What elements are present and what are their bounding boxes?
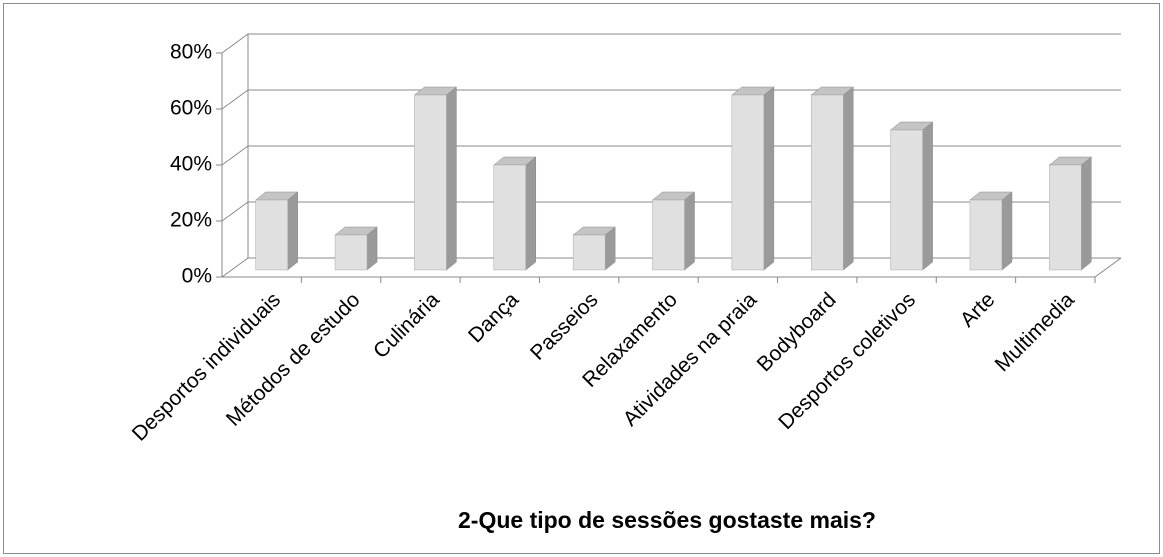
bar-side <box>446 86 457 271</box>
bar-group <box>651 191 696 271</box>
bar <box>414 94 447 271</box>
bar <box>572 234 606 271</box>
chart-title: 2-Que tipo de sessões gostaste mais? <box>458 507 876 533</box>
y-tick-label: 20% <box>170 209 212 232</box>
bar-group <box>810 86 854 271</box>
bar <box>890 129 923 271</box>
y-tick-label: 0% <box>182 265 212 288</box>
bar-group <box>1048 156 1093 271</box>
bar-side <box>842 86 854 271</box>
chart-border <box>3 3 1160 554</box>
bar-group <box>731 86 775 271</box>
bar-group <box>572 226 616 271</box>
bar-group <box>969 191 1013 271</box>
bar <box>652 199 685 271</box>
bar-group <box>493 156 537 271</box>
y-tick-label: 80% <box>170 41 212 64</box>
bar <box>1049 164 1082 271</box>
bar-group <box>254 191 299 271</box>
bar-group <box>889 121 934 271</box>
bar-group <box>334 226 378 271</box>
y-tick-label: 60% <box>170 97 212 120</box>
bar-side <box>684 191 695 271</box>
bar <box>255 199 288 271</box>
bar <box>969 199 1003 271</box>
y-tick-label: 40% <box>170 153 212 176</box>
bar <box>810 94 844 271</box>
bar-side <box>922 121 933 271</box>
grid-line <box>221 33 1121 54</box>
bar <box>334 234 368 271</box>
bar <box>731 94 765 271</box>
bar-side <box>763 86 775 271</box>
bar-side <box>1081 156 1092 271</box>
bar-side <box>1001 191 1013 271</box>
bar <box>493 164 527 271</box>
bar-group <box>413 86 458 271</box>
bar-side <box>525 156 537 271</box>
bar-side <box>287 191 298 271</box>
